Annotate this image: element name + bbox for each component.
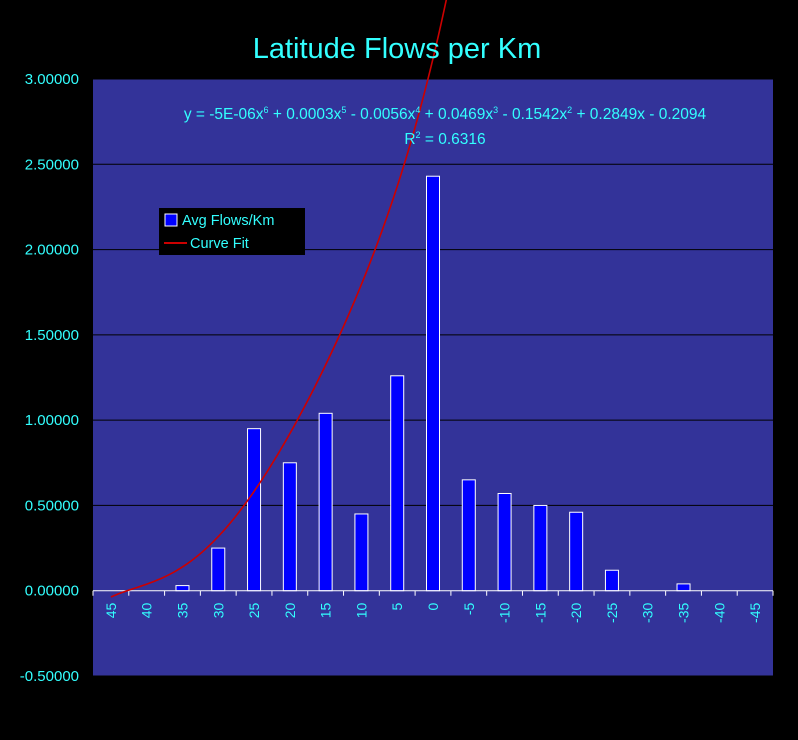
y-tick-label: 3.00000 [25,71,79,88]
legend-swatch-bar [164,213,178,227]
y-tick-label: 0.00000 [25,583,79,600]
equation-exponent: 5 [341,105,346,115]
y-tick-label: 2.00000 [25,242,79,259]
bar [390,375,405,592]
x-tick-label: -30 [640,603,656,623]
chart-title: Latitude Flows per Km [253,33,542,65]
bar [569,511,584,592]
x-tick-label: -40 [711,603,727,623]
bar [247,428,262,592]
y-axis-labels: 3.00000 2.50000 2.00000 1.50000 1.00000 0.500… [20,71,79,685]
x-tick-label: -25 [604,603,620,623]
bar-series [175,175,691,592]
bar [676,583,691,592]
bar [604,569,619,592]
equation-exponent: 4 [415,105,420,115]
x-tick-label: 5 [389,603,405,611]
y-tick-label: 2.50000 [25,156,79,173]
bar [318,412,333,592]
equation-part: + 0.0003x [269,106,342,123]
x-tick-label: -5 [461,603,477,616]
equation-exponent: 6 [264,105,269,115]
x-tick-label: -10 [497,603,513,623]
bar [282,462,297,592]
r2-part: = 0.6316 [421,131,486,148]
bar [426,175,440,592]
equation-part: + 0.0469x [420,106,493,123]
equation-part: - 0.1542x [498,106,567,123]
x-tick-label: -45 [747,603,763,623]
x-tick-label: 35 [174,603,190,619]
r2-exponent: 2 [416,130,421,140]
bar [175,585,190,592]
x-tick-label: -35 [676,603,692,623]
legend-label-line: Curve Fit [190,236,249,252]
equation-exponent: 3 [493,105,498,115]
y-tick-label: 0.50000 [25,497,79,514]
bar [497,492,512,592]
x-tick-label: 30 [210,603,226,619]
x-tick-label: 15 [318,603,334,619]
x-tick-label: 10 [353,603,369,619]
x-tick-label: 20 [282,603,298,619]
x-tick-label: -20 [568,603,584,623]
equation-part: - 0.0056x [346,106,415,123]
r2-part: R [404,131,415,148]
x-tick-label: 25 [246,603,262,619]
x-axis-labels: 45 40 35 30 25 20 15 10 5 0 -5 -10 -15 -20 -25 -30 -35 -4… [103,603,763,623]
x-tick-label: 45 [103,603,119,619]
bar [533,504,548,592]
bar [211,547,226,592]
legend: Avg Flows/Km Curve Fit [159,208,305,255]
y-tick-label: -0.50000 [20,668,79,685]
x-tick-label: 0 [425,603,441,611]
x-axis-ticks [92,590,774,596]
x-tick-label: -15 [532,603,548,623]
trendline-equation: y = -5E-06x6 + 0.0003x5 - 0.0056x4 + 0.0… [184,105,707,123]
x-tick-label: 40 [139,603,155,619]
r-squared-label: R2 = 0.6316 [404,130,485,148]
legend-label-bar: Avg Flows/Km [182,213,274,229]
bar [354,513,369,592]
y-tick-label: 1.00000 [25,412,79,429]
y-tick-label: 1.50000 [25,327,79,344]
equation-part: + 0.2849x - 0.2094 [572,106,706,123]
bar [461,479,476,592]
equation-exponent: 2 [567,105,572,115]
curve-fit-line [110,0,448,598]
legend-box [159,208,305,255]
equation-part: y = -5E-06x [184,106,264,123]
